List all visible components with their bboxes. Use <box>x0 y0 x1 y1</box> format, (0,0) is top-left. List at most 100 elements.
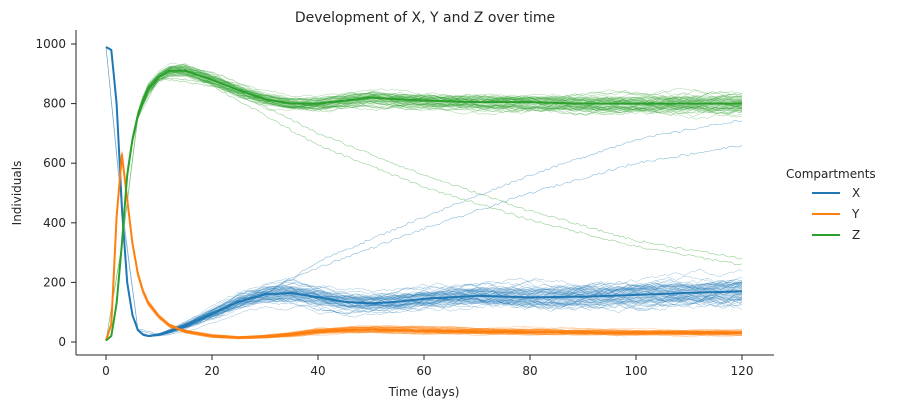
x-ticks: 0 20 40 60 80 100 120 <box>102 355 753 378</box>
run-line-z <box>105 64 743 341</box>
run-line-x <box>105 46 743 336</box>
run-line-z <box>105 69 743 341</box>
run-line-y <box>105 153 743 341</box>
run-line-x <box>105 46 743 337</box>
mean-line-x <box>105 46 743 338</box>
run-line-x <box>105 46 743 336</box>
run-line-x <box>105 46 743 337</box>
run-line-y <box>105 153 743 341</box>
x-tick-label: 40 <box>310 364 325 378</box>
run-line-y <box>105 153 743 341</box>
run-line-z <box>105 65 743 341</box>
run-line-z <box>105 75 743 341</box>
run-line-x <box>105 46 743 337</box>
run-line-y <box>105 152 743 341</box>
run-line-y <box>105 152 743 341</box>
outlier-run-z <box>105 78 743 341</box>
run-line-y <box>105 152 743 341</box>
run-line-z <box>105 62 743 341</box>
run-line-x <box>105 46 743 336</box>
run-line-y <box>105 151 743 341</box>
run-line-z <box>105 70 743 341</box>
run-line-x <box>105 46 743 337</box>
y-tick-label: 200 <box>43 275 66 289</box>
y-tick-label: 800 <box>43 97 66 111</box>
run-line-x <box>105 46 743 337</box>
y-tick-label: 600 <box>43 156 66 170</box>
run-line-x <box>105 46 743 336</box>
run-line-x <box>105 46 743 337</box>
run-line-y <box>105 152 743 341</box>
runs-y <box>105 151 743 341</box>
run-line-x <box>105 46 743 337</box>
mean-line-z <box>105 69 742 342</box>
chart-title: Development of X, Y and Z over time <box>295 10 555 26</box>
run-line-x <box>105 46 743 337</box>
run-line-y <box>105 153 742 341</box>
band-x <box>106 46 742 337</box>
run-line-z <box>105 74 743 341</box>
run-line-y <box>105 152 743 341</box>
run-line-x <box>105 46 743 336</box>
run-line-z <box>105 67 743 341</box>
run-line-x <box>105 46 743 336</box>
run-line-x <box>105 46 743 337</box>
run-line-z <box>105 71 743 341</box>
run-line-y <box>105 153 743 341</box>
x-tick-label: 20 <box>204 364 219 378</box>
run-line-z <box>105 71 743 341</box>
run-line-y <box>105 152 743 341</box>
x-tick-label: 80 <box>522 364 537 378</box>
run-line-x <box>105 46 743 337</box>
y-tick-label: 1000 <box>35 37 66 51</box>
run-line-y <box>105 153 743 341</box>
y-tick-label: 400 <box>43 216 66 230</box>
y-tick-label: 0 <box>58 335 66 349</box>
run-line-z <box>105 74 743 341</box>
band-y <box>106 146 742 341</box>
run-line-x <box>105 46 743 337</box>
x-tick-label: 0 <box>102 364 110 378</box>
run-line-x <box>105 46 743 337</box>
run-line-z <box>105 67 743 341</box>
run-line-x <box>105 46 743 337</box>
run-line-y <box>105 152 743 341</box>
run-line-x <box>105 46 743 336</box>
outlier-run-z <box>105 76 743 341</box>
run-line-x <box>105 46 743 336</box>
run-line-x <box>105 46 743 337</box>
run-line-x <box>105 46 743 337</box>
run-line-y <box>105 152 743 341</box>
x-axis-title: Time (days) <box>388 385 460 399</box>
run-line-z <box>105 64 743 341</box>
x-tick-label: 60 <box>416 364 431 378</box>
run-line-y <box>105 153 743 341</box>
run-line-z <box>105 68 743 341</box>
run-line-z <box>105 68 743 341</box>
run-line-x <box>105 46 743 337</box>
legend: Compartments XYZ <box>786 167 876 242</box>
run-line-y <box>105 152 743 341</box>
legend-label-x: X <box>852 186 860 200</box>
y-axis-title: Individuals <box>10 161 24 226</box>
run-line-x <box>105 46 743 338</box>
legend-title: Compartments <box>786 167 876 181</box>
legend-label-y: Y <box>851 207 860 221</box>
run-line-x <box>105 46 743 337</box>
run-line-y <box>105 153 743 341</box>
outlier-run-x <box>105 46 743 336</box>
run-line-x <box>105 46 743 337</box>
run-line-z <box>105 73 743 341</box>
axes <box>75 30 774 356</box>
run-line-z <box>105 74 743 341</box>
run-line-y <box>105 152 743 341</box>
run-line-y <box>105 155 742 341</box>
x-tick-label: 120 <box>731 364 754 378</box>
plot-area <box>105 46 743 342</box>
run-line-y <box>105 152 743 341</box>
run-line-z <box>105 63 743 341</box>
run-line-z <box>105 66 743 341</box>
y-ticks: 0 200 400 600 800 1000 <box>35 37 76 349</box>
run-line-z <box>105 73 743 341</box>
